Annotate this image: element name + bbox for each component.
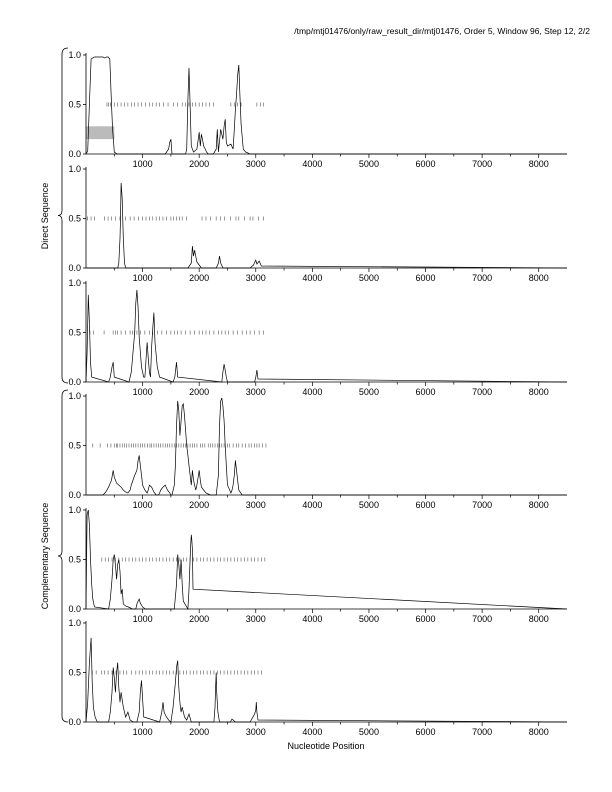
- panel-5-x-tick-label: 4000: [302, 614, 322, 624]
- panel-6-x-tick-label: 4000: [302, 727, 322, 737]
- panel-3-x-tick-label: 4000: [302, 387, 322, 397]
- direct-sequence-brace: [57, 47, 69, 384]
- panel-3-y-tick-label: 1.0: [68, 278, 81, 288]
- panel-4-x-tick-label: 2000: [189, 500, 209, 510]
- panel-2-x-tick-label: 5000: [359, 273, 379, 283]
- panel-1-x-tick-label: 6000: [416, 159, 436, 169]
- panel-4-y-tick-label: 1.0: [68, 391, 81, 401]
- panel-2-x-tick-label: 8000: [529, 273, 549, 283]
- panel-3-series-line: [85, 289, 568, 383]
- panel-2-x-tick-label: 7000: [472, 273, 492, 283]
- panel-2-x-tick-label: 1000: [133, 273, 153, 283]
- panel-6-x-tick-label: 8000: [529, 727, 549, 737]
- panel-1-x-tick-label: 8000: [529, 159, 549, 169]
- panel-4-x-tick-label: 6000: [416, 500, 436, 510]
- complementary-sequence-label: Complementary Sequence: [40, 503, 50, 610]
- complementary-sequence-brace: [57, 389, 69, 723]
- panel-1-series-line: [85, 56, 567, 155]
- panel-6-x-tick-label: 7000: [472, 727, 492, 737]
- panel-6-x-tick-label: 3000: [246, 727, 266, 737]
- panel-6-series-line: [85, 637, 568, 723]
- panel-3-x-tick-label: 2000: [189, 387, 209, 397]
- panel-1-y-tick-label: 0.5: [68, 100, 81, 110]
- panel-2-x-tick-label: 6000: [416, 273, 436, 283]
- panel-4-x-tick-label: 8000: [529, 500, 549, 510]
- panel-2-y-tick-label: 0.5: [68, 214, 81, 224]
- panel-5-x-tick-label: 2000: [189, 614, 209, 624]
- panel-6-y-tick-label: 1.0: [68, 618, 81, 628]
- panel-4-y-tick-label: 0.0: [68, 490, 81, 500]
- panel-4-x-tick-label: 5000: [359, 500, 379, 510]
- panel-1-x-tick-label: 4000: [302, 159, 322, 169]
- panel-5-y-tick-label: 0.5: [68, 555, 81, 565]
- panel-3-x-tick-label: 5000: [359, 387, 379, 397]
- panel-2-y-tick-label: 0.0: [68, 263, 81, 273]
- panel-1-x-tick-label: 7000: [472, 159, 492, 169]
- panel-4-x-tick-label: 3000: [246, 500, 266, 510]
- panel-5-x-tick-label: 8000: [529, 614, 549, 624]
- panel-2-y-tick-label: 1.0: [68, 164, 81, 174]
- panel-4-y-tick-label: 0.5: [68, 441, 81, 451]
- panel-2-x-tick-label: 3000: [246, 273, 266, 283]
- panel-6-x-tick-label: 1000: [133, 727, 153, 737]
- panel-1-x-tick-label: 3000: [246, 159, 266, 169]
- plot-header: /tmp/mtj01476/only/raw_result_dir/mtj014…: [294, 26, 590, 36]
- panel-1-y-tick-label: 0.0: [68, 149, 81, 159]
- panel-5-x-tick-label: 5000: [359, 614, 379, 624]
- panel-6-x-tick-label: 2000: [189, 727, 209, 737]
- panel-3-x-tick-label: 1000: [133, 387, 153, 397]
- panel-1-x-tick-label: 1000: [133, 159, 153, 169]
- panel-1-y-tick-label: 1.0: [68, 50, 81, 60]
- panel-5-x-tick-label: 3000: [246, 614, 266, 624]
- panel-6-y-tick-label: 0.0: [68, 717, 81, 727]
- direct-sequence-label: Direct Sequence: [40, 183, 50, 250]
- panel-4-series-line: [86, 397, 567, 496]
- panel-3-y-tick-label: 0.5: [68, 328, 81, 338]
- x-axis-title: Nucleotide Position: [287, 741, 364, 751]
- panel-5-x-tick-label: 6000: [416, 614, 436, 624]
- panel-1-highlight-region: [86, 126, 115, 140]
- panel-6-y-tick-label: 0.5: [68, 668, 81, 678]
- panel-3-x-tick-label: 3000: [246, 387, 266, 397]
- panel-4-x-tick-label: 1000: [133, 500, 153, 510]
- panel-3-x-tick-label: 7000: [472, 387, 492, 397]
- panel-2-x-tick-label: 2000: [189, 273, 209, 283]
- panel-4-x-tick-label: 7000: [472, 500, 492, 510]
- panel-3-x-tick-label: 6000: [416, 387, 436, 397]
- panel-5-series-line: [85, 509, 568, 611]
- panel-1-x-tick-label: 2000: [189, 159, 209, 169]
- panel-5-y-tick-label: 0.0: [68, 604, 81, 614]
- panel-2-x-tick-label: 4000: [302, 273, 322, 283]
- panel-1-x-tick-label: 5000: [359, 159, 379, 169]
- panel-6-x-tick-label: 6000: [416, 727, 436, 737]
- panel-5-y-tick-label: 1.0: [68, 505, 81, 515]
- panel-5-x-tick-label: 7000: [472, 614, 492, 624]
- panel-4-x-tick-label: 4000: [302, 500, 322, 510]
- panel-5-x-tick-label: 1000: [133, 614, 153, 624]
- panel-6-x-tick-label: 5000: [359, 727, 379, 737]
- panel-3-x-tick-label: 8000: [529, 387, 549, 397]
- panel-3-y-tick-label: 0.0: [68, 377, 81, 387]
- panel-2-series-line: [86, 182, 568, 269]
